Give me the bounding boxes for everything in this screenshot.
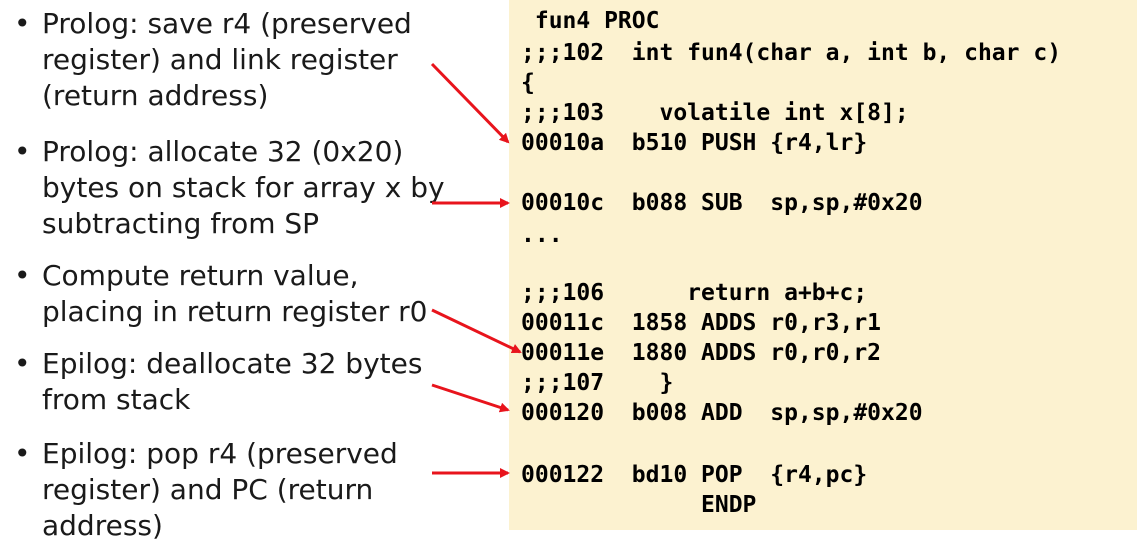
code-line: { <box>521 70 535 96</box>
code-line: ENDP <box>521 492 757 518</box>
bullet-marker: • <box>14 259 31 292</box>
bullet-marker: • <box>14 7 31 40</box>
bullet-marker: • <box>14 437 31 470</box>
code-line: 000120 b008 ADD sp,sp,#0x20 <box>521 400 923 426</box>
bullet-text-line: from stack <box>42 383 191 416</box>
arrow-to-push <box>430 62 510 144</box>
code-line: 00010a b510 PUSH {r4,lr} <box>521 130 868 156</box>
assembly-code-box: fun4 PROC ;;;102 int fun4(char a, int b,… <box>509 0 1137 530</box>
bullet-text-line: bytes on stack for array x by <box>42 171 445 204</box>
code-line: 00011c 1858 ADDS r0,r3,r1 <box>521 310 882 336</box>
bullet-text-line: address) <box>42 509 163 542</box>
bullet-text-line: register) and PC (return <box>42 473 374 506</box>
bullet-text-line: placing in return register r0 <box>42 295 428 328</box>
bullet-text-line: Epilog: deallocate 32 bytes <box>42 347 423 380</box>
code-line: ;;;103 volatile int x[8]; <box>521 100 909 126</box>
bullet-marker: • <box>14 135 31 168</box>
code-line: 00011e 1880 ADDS r0,r0,r2 <box>521 340 882 366</box>
bullet-text-line: Prolog: save r4 (preserved <box>42 7 412 40</box>
code-line: ;;;107 } <box>521 370 674 396</box>
code-line: 000122 bd10 POP {r4,pc} <box>521 462 868 488</box>
bullet-marker: • <box>14 347 31 380</box>
code-line: 00010c b088 SUB sp,sp,#0x20 <box>521 190 923 216</box>
bullet-text-line: Epilog: pop r4 (preserved <box>42 437 398 470</box>
arrow-to-add <box>431 383 510 413</box>
code-line: fun4 PROC <box>521 8 660 34</box>
code-line: ;;;102 int fun4(char a, int b, char c) <box>521 40 1062 66</box>
arrow-to-adds <box>431 308 522 354</box>
code-line: ... <box>521 222 563 248</box>
bullet-text-line: register) and link register <box>42 43 398 76</box>
bullet-text-line: subtracting from SP <box>42 207 320 240</box>
bullet-text-line: (return address) <box>42 79 269 112</box>
bullet-text-line: Compute return value, <box>42 259 359 292</box>
code-line: ;;;106 return a+b+c; <box>521 280 868 306</box>
bullet-text-line: Prolog: allocate 32 (0x20) <box>42 135 404 168</box>
